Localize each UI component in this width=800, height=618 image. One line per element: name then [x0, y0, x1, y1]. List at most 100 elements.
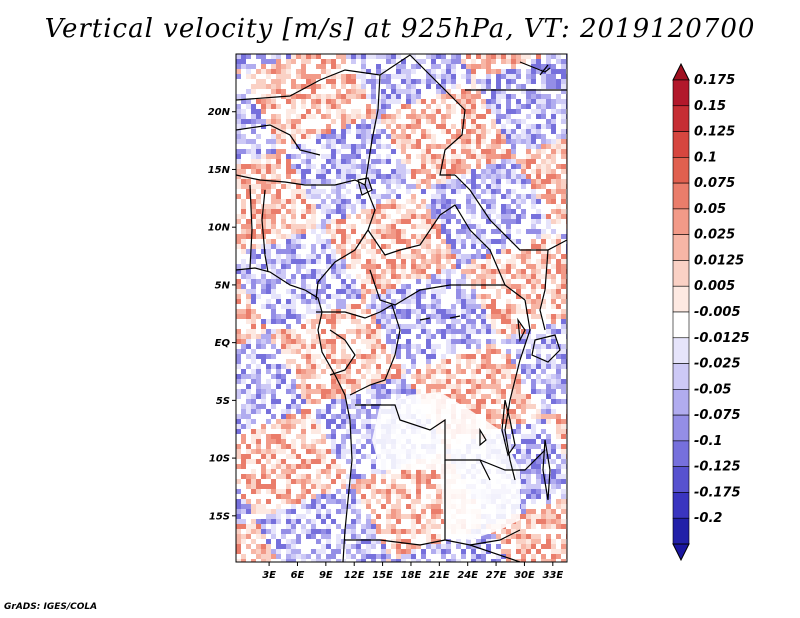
velocity-cell	[551, 179, 556, 184]
velocity-cell	[516, 409, 521, 414]
velocity-cell	[466, 404, 471, 409]
velocity-cell	[486, 329, 491, 334]
velocity-cell	[261, 179, 266, 184]
velocity-cell	[256, 274, 261, 279]
velocity-cell	[556, 239, 561, 244]
velocity-cell	[261, 114, 266, 119]
velocity-cell	[406, 364, 411, 369]
velocity-cell	[501, 214, 506, 219]
velocity-cell	[261, 89, 266, 94]
velocity-cell	[536, 229, 541, 234]
velocity-cell	[256, 259, 261, 264]
velocity-cell	[421, 194, 426, 199]
velocity-cell	[476, 374, 481, 379]
velocity-cell	[391, 259, 396, 264]
velocity-cell	[326, 84, 331, 89]
velocity-cell	[476, 289, 481, 294]
velocity-cell	[306, 214, 311, 219]
velocity-cell	[256, 339, 261, 344]
velocity-cell	[341, 244, 346, 249]
velocity-cell	[526, 294, 531, 299]
velocity-cell	[481, 154, 486, 159]
velocity-cell	[491, 219, 496, 224]
velocity-cell	[391, 249, 396, 254]
velocity-cell	[326, 214, 331, 219]
velocity-cell	[366, 224, 371, 229]
velocity-cell	[476, 264, 481, 269]
velocity-cell	[256, 334, 261, 339]
velocity-cell	[496, 384, 501, 389]
velocity-cell	[551, 79, 556, 84]
velocity-cell	[426, 284, 431, 289]
velocity-cell	[381, 349, 386, 354]
velocity-cell	[331, 79, 336, 84]
velocity-cell	[421, 249, 426, 254]
velocity-cell	[491, 154, 496, 159]
velocity-cell	[411, 84, 416, 89]
velocity-cell	[276, 344, 281, 349]
velocity-cell	[531, 109, 536, 114]
velocity-cell	[476, 79, 481, 84]
velocity-cell	[426, 259, 431, 264]
velocity-cell	[486, 99, 491, 104]
velocity-cell	[276, 169, 281, 174]
velocity-cell	[346, 379, 351, 384]
velocity-cell	[526, 339, 531, 344]
velocity-cell	[376, 234, 381, 239]
velocity-cell	[551, 199, 556, 204]
velocity-cell	[331, 354, 336, 359]
velocity-cell	[356, 304, 361, 309]
velocity-cell	[446, 314, 451, 319]
velocity-cell	[461, 114, 466, 119]
velocity-cell	[396, 304, 401, 309]
velocity-cell	[336, 89, 341, 94]
velocity-cell	[366, 399, 371, 404]
velocity-cell	[236, 84, 241, 89]
velocity-cell	[421, 144, 426, 149]
velocity-cell	[486, 64, 491, 69]
velocity-cell	[411, 184, 416, 189]
velocity-cell	[266, 164, 271, 169]
velocity-cell	[266, 84, 271, 89]
velocity-cell	[391, 139, 396, 144]
velocity-cell	[361, 109, 366, 114]
velocity-cell	[401, 154, 406, 159]
velocity-cell	[456, 249, 461, 254]
velocity-cell	[481, 104, 486, 109]
velocity-cell	[446, 69, 451, 74]
velocity-cell	[496, 229, 501, 234]
velocity-cell	[331, 409, 336, 414]
velocity-cell	[511, 254, 516, 259]
velocity-cell	[326, 229, 331, 234]
velocity-cell	[446, 214, 451, 219]
velocity-cell	[436, 189, 441, 194]
velocity-cell	[506, 169, 511, 174]
velocity-cell	[471, 249, 476, 254]
velocity-cell	[366, 414, 371, 419]
velocity-cell	[556, 199, 561, 204]
velocity-cell	[481, 414, 486, 419]
velocity-cell	[551, 349, 556, 354]
velocity-cell	[276, 109, 281, 114]
velocity-cell	[506, 269, 511, 274]
velocity-cell	[541, 124, 546, 129]
velocity-cell	[286, 414, 291, 419]
velocity-cell	[306, 154, 311, 159]
velocity-cell	[371, 404, 376, 409]
velocity-cell	[446, 224, 451, 229]
velocity-cell	[326, 149, 331, 154]
velocity-cell	[536, 74, 541, 79]
velocity-cell	[361, 369, 366, 374]
velocity-cell	[306, 144, 311, 149]
velocity-cell	[246, 309, 251, 314]
velocity-cell	[336, 284, 341, 289]
velocity-cell	[496, 209, 501, 214]
velocity-cell	[441, 324, 446, 329]
velocity-cell	[286, 419, 291, 424]
velocity-cell	[306, 394, 311, 399]
velocity-cell	[421, 139, 426, 144]
velocity-cell	[521, 269, 526, 274]
velocity-cell	[306, 404, 311, 409]
velocity-cell	[491, 299, 496, 304]
velocity-cell	[461, 154, 466, 159]
